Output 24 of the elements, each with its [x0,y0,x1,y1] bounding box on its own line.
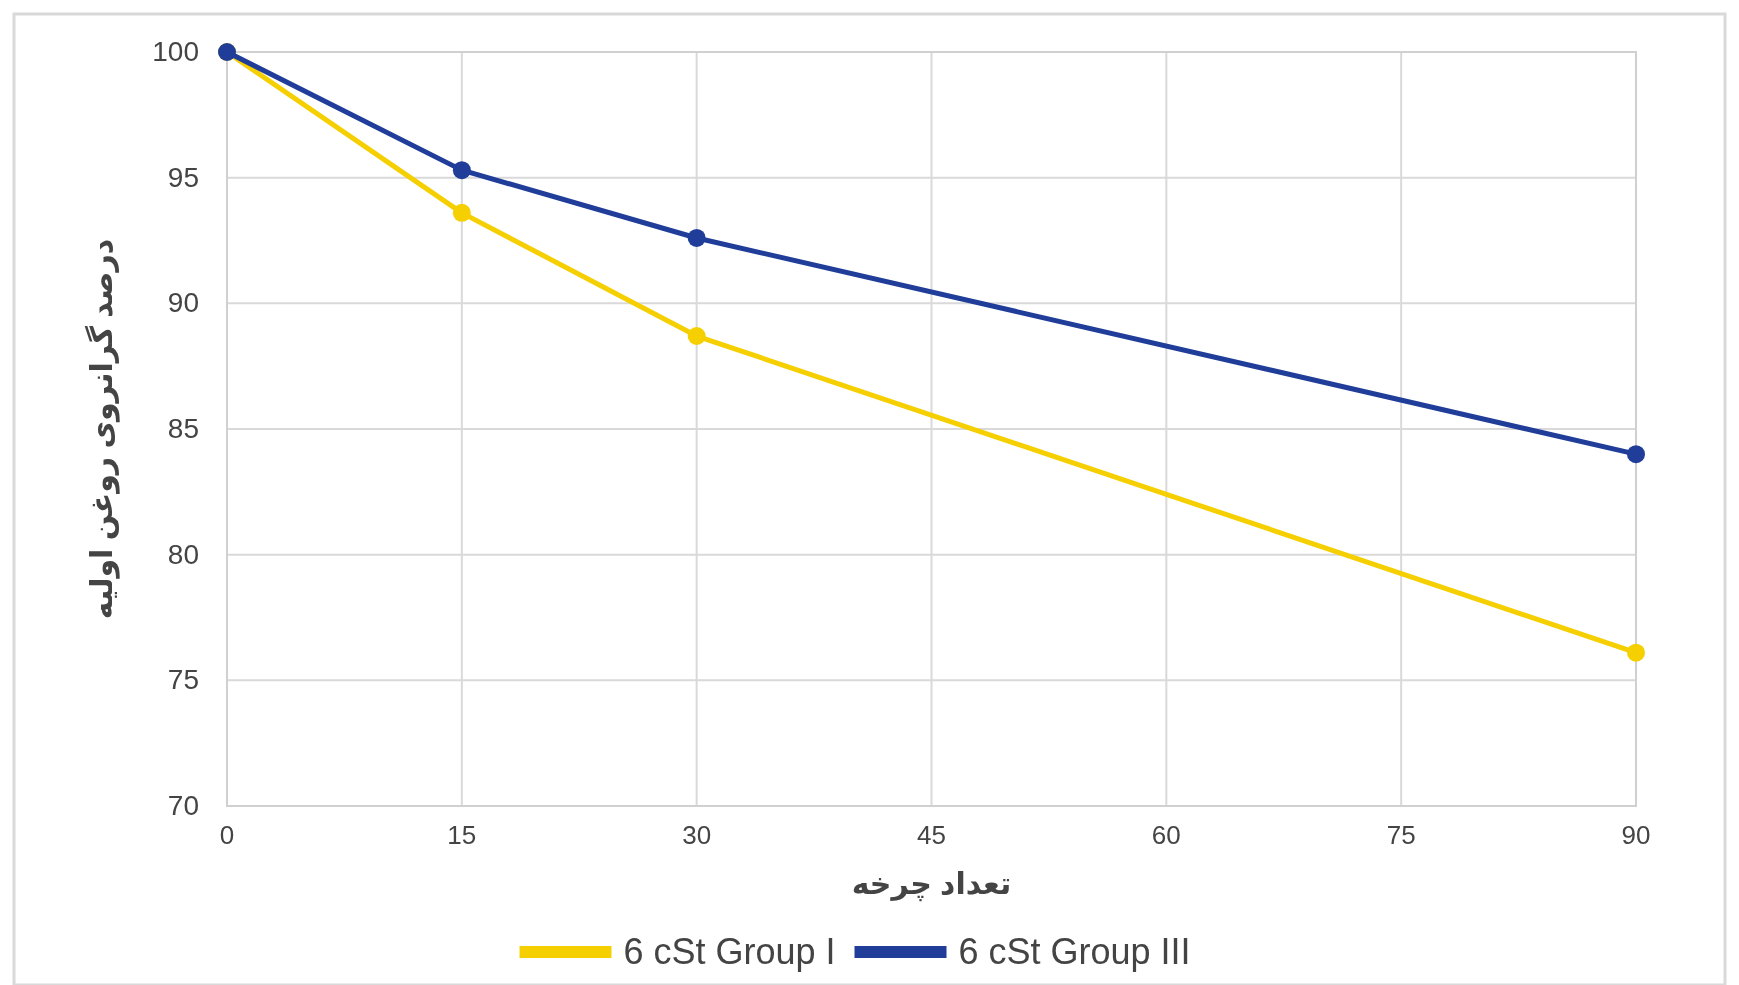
y-tick-label: 100 [152,36,199,67]
point [687,228,706,247]
x-axis-title: تعداد چرخه [851,867,1012,902]
x-tick-label: 15 [447,820,477,850]
y-tick-label: 80 [167,538,199,570]
y-axis-title: درصد گرانروی روغن اولیه [84,238,120,620]
x-tick-label: 90 [1621,820,1651,850]
legend-label: 6 cSt Group III [958,931,1191,972]
y-tick-label: 75 [167,664,199,696]
point [452,203,471,222]
y-tick-label: 85 [167,413,199,444]
x-tick-label: 75 [1386,820,1416,850]
y-tick-label: 70 [167,790,199,821]
x-tick-label: 0 [219,820,235,850]
y-tick-label: 90 [167,287,199,319]
x-tick-label: 30 [682,820,712,850]
point [1627,445,1645,464]
point [687,327,706,346]
point [1627,643,1645,662]
x-tick-label: 60 [1151,820,1181,850]
legend-label: 6 cSt Group I [623,931,836,972]
y-tick-label: 95 [167,161,199,193]
x-tick-label: 45 [917,820,946,850]
point [452,161,471,180]
